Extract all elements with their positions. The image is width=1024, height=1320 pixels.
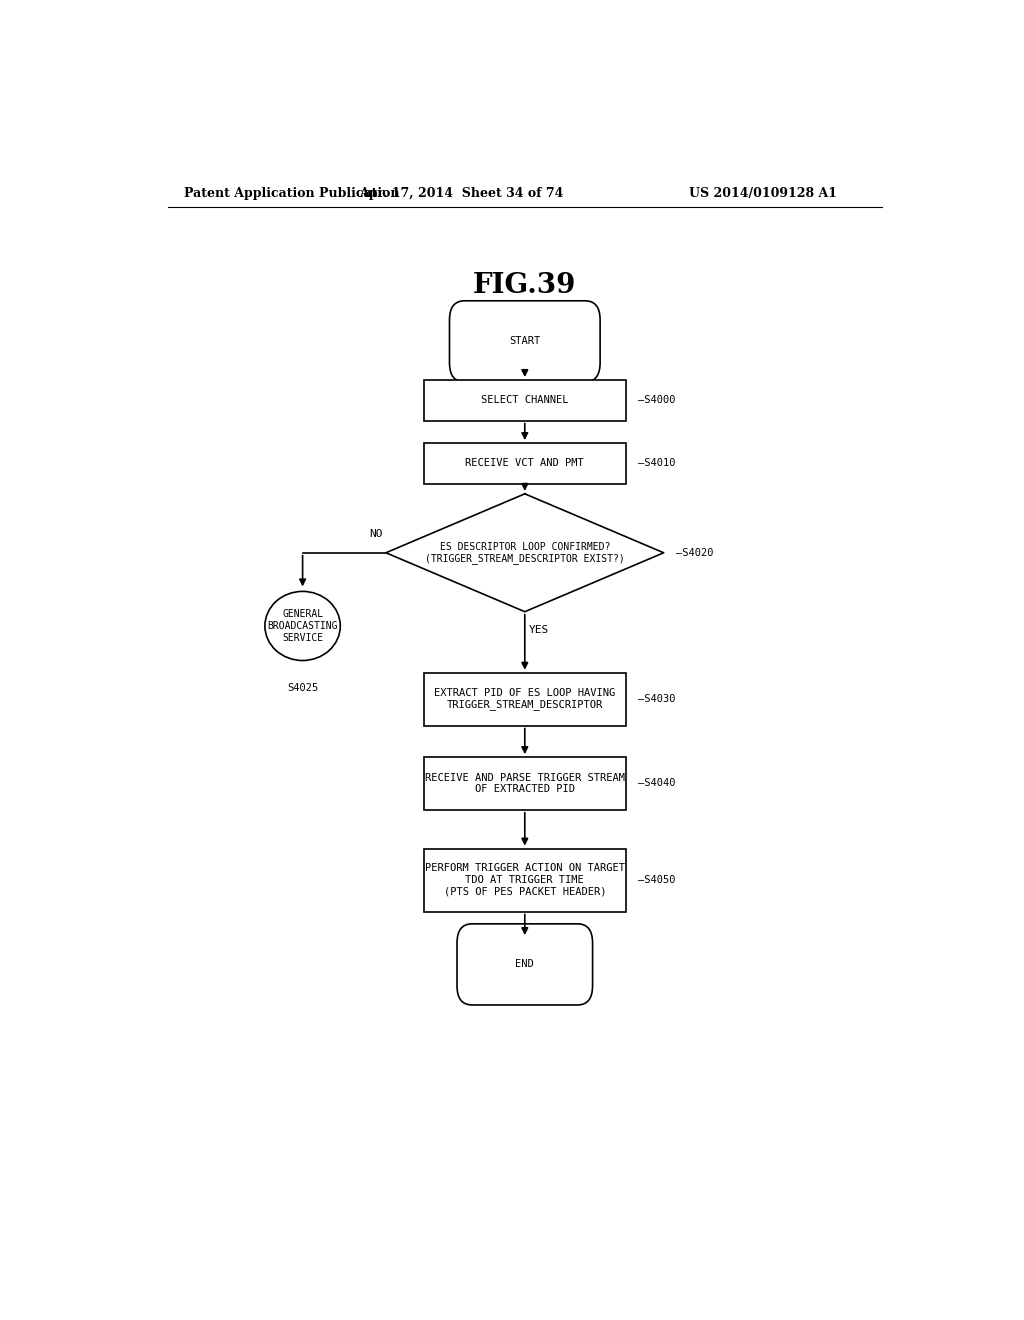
Text: RECEIVE AND PARSE TRIGGER STREAM
OF EXTRACTED PID: RECEIVE AND PARSE TRIGGER STREAM OF EXTR… <box>425 772 625 795</box>
Bar <box>424 849 626 912</box>
Bar <box>424 673 626 726</box>
Text: RECEIVE VCT AND PMT: RECEIVE VCT AND PMT <box>466 458 584 469</box>
Text: —S4030: —S4030 <box>638 694 676 704</box>
Bar <box>424 444 626 483</box>
Text: —S4050: —S4050 <box>638 875 676 884</box>
Text: S4025: S4025 <box>287 682 318 693</box>
Text: GENERAL
BROADCASTING
SERVICE: GENERAL BROADCASTING SERVICE <box>267 610 338 643</box>
Text: START: START <box>509 337 541 346</box>
Text: US 2014/0109128 A1: US 2014/0109128 A1 <box>689 187 837 201</box>
Text: YES: YES <box>529 624 549 635</box>
Text: NO: NO <box>370 529 383 540</box>
Text: PERFORM TRIGGER ACTION ON TARGET
TDO AT TRIGGER TIME
(PTS OF PES PACKET HEADER): PERFORM TRIGGER ACTION ON TARGET TDO AT … <box>425 863 625 896</box>
FancyBboxPatch shape <box>450 301 600 381</box>
Ellipse shape <box>265 591 340 660</box>
Text: —S4010: —S4010 <box>638 458 676 469</box>
Text: —S4040: —S4040 <box>638 779 676 788</box>
Polygon shape <box>386 494 664 611</box>
Text: ES DESCRIPTOR LOOP CONFIRMED?
(TRIGGER_STREAM_DESCRIPTOR EXIST?): ES DESCRIPTOR LOOP CONFIRMED? (TRIGGER_S… <box>425 541 625 564</box>
Text: —S4000: —S4000 <box>638 395 676 405</box>
Bar <box>424 758 626 810</box>
Text: SELECT CHANNEL: SELECT CHANNEL <box>481 395 568 405</box>
Text: —S4020: —S4020 <box>676 548 713 558</box>
Text: FIG.39: FIG.39 <box>473 272 577 298</box>
Bar <box>424 380 626 421</box>
Text: Patent Application Publication: Patent Application Publication <box>183 187 399 201</box>
Text: END: END <box>515 960 535 969</box>
Text: Apr. 17, 2014  Sheet 34 of 74: Apr. 17, 2014 Sheet 34 of 74 <box>359 187 563 201</box>
FancyBboxPatch shape <box>457 924 593 1005</box>
Text: EXTRACT PID OF ES LOOP HAVING
TRIGGER_STREAM_DESCRIPTOR: EXTRACT PID OF ES LOOP HAVING TRIGGER_ST… <box>434 688 615 710</box>
